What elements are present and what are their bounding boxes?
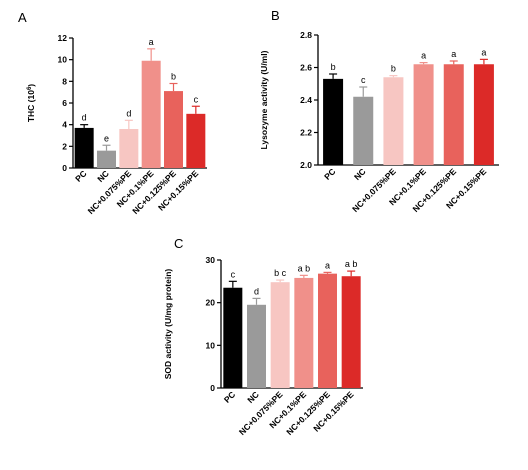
x-tick-label: NC bbox=[352, 166, 368, 182]
chart-panel-b: B 2.0 2.2 2.4 2.6 2.8 Lysozyme activity (U/ml)… bbox=[259, 8, 499, 214]
significance-letter: d bbox=[126, 108, 131, 118]
significance-letter: b c bbox=[274, 268, 287, 278]
y-tick-label: 10 bbox=[206, 340, 216, 350]
significance-letter: d bbox=[82, 113, 87, 123]
significance-letter: d bbox=[254, 286, 259, 296]
bar bbox=[119, 129, 139, 168]
significance-letter: a b bbox=[345, 259, 358, 269]
y-tick-label: 0 bbox=[210, 383, 215, 393]
y-tick-label: 8 bbox=[62, 76, 67, 86]
bar bbox=[294, 277, 314, 388]
y-axis-label: SOD activity (U/mg protein) bbox=[163, 269, 173, 380]
panel-label: C bbox=[174, 236, 183, 251]
x-tick-label: PC bbox=[322, 166, 337, 181]
y-axis-label: Lysozyme activity (U/ml) bbox=[259, 50, 269, 149]
significance-letter: c bbox=[361, 75, 366, 85]
bar bbox=[318, 273, 337, 388]
significance-letter: b bbox=[331, 62, 336, 72]
y-tick-label: 4 bbox=[62, 120, 67, 130]
bar bbox=[323, 78, 344, 165]
y-tick-label: 2.0 bbox=[300, 160, 312, 170]
significance-letter: a bbox=[481, 47, 486, 57]
bar bbox=[270, 282, 290, 388]
bar bbox=[473, 64, 494, 165]
y-tick-label: 2.6 bbox=[300, 63, 312, 73]
y-axis-label: THC (106) bbox=[26, 84, 36, 122]
significance-letter: a b bbox=[298, 263, 311, 273]
x-tick-label: PC bbox=[73, 168, 88, 183]
y-tick-label: 2.2 bbox=[300, 128, 312, 138]
y-tick-label: 20 bbox=[206, 298, 216, 308]
significance-letter: c bbox=[194, 94, 199, 104]
bar bbox=[74, 127, 94, 168]
y-tick-label: 2.8 bbox=[300, 30, 312, 40]
significance-letter: e bbox=[104, 133, 109, 143]
chart-panel-c: C 0 10 20 30 SOD activity (U/mg protein) c PC d N… bbox=[163, 236, 363, 437]
bar bbox=[443, 64, 464, 165]
bar bbox=[141, 60, 161, 168]
significance-letter: a bbox=[325, 260, 330, 270]
y-tick-label: 12 bbox=[58, 33, 68, 43]
y-tick-label: 30 bbox=[206, 255, 216, 265]
y-tick-label: 2 bbox=[62, 141, 67, 151]
bar bbox=[164, 91, 183, 168]
y-tick-label: 6 bbox=[62, 98, 67, 108]
y-tick-label: 10 bbox=[58, 55, 68, 65]
panel-label: A bbox=[18, 10, 27, 25]
significance-letter: b bbox=[171, 72, 176, 82]
x-tick-label: NC bbox=[245, 389, 261, 405]
bar bbox=[383, 77, 404, 165]
panel-label: B bbox=[271, 8, 280, 23]
bar bbox=[223, 287, 243, 388]
bar bbox=[353, 96, 374, 165]
y-tick-label: 2.4 bbox=[300, 95, 312, 105]
significance-letter: b bbox=[391, 64, 396, 74]
significance-letter: a bbox=[421, 51, 426, 61]
bar bbox=[186, 113, 206, 168]
bar bbox=[247, 304, 266, 388]
bar bbox=[97, 150, 116, 168]
significance-letter: a bbox=[451, 49, 456, 59]
y-tick-label: 0 bbox=[62, 163, 67, 173]
x-tick-label: NC bbox=[95, 168, 111, 184]
significance-letter: a bbox=[149, 37, 154, 47]
bar bbox=[413, 64, 434, 165]
x-tick-label: PC bbox=[222, 389, 237, 404]
significance-letter: c bbox=[231, 269, 236, 279]
bar bbox=[341, 276, 361, 388]
